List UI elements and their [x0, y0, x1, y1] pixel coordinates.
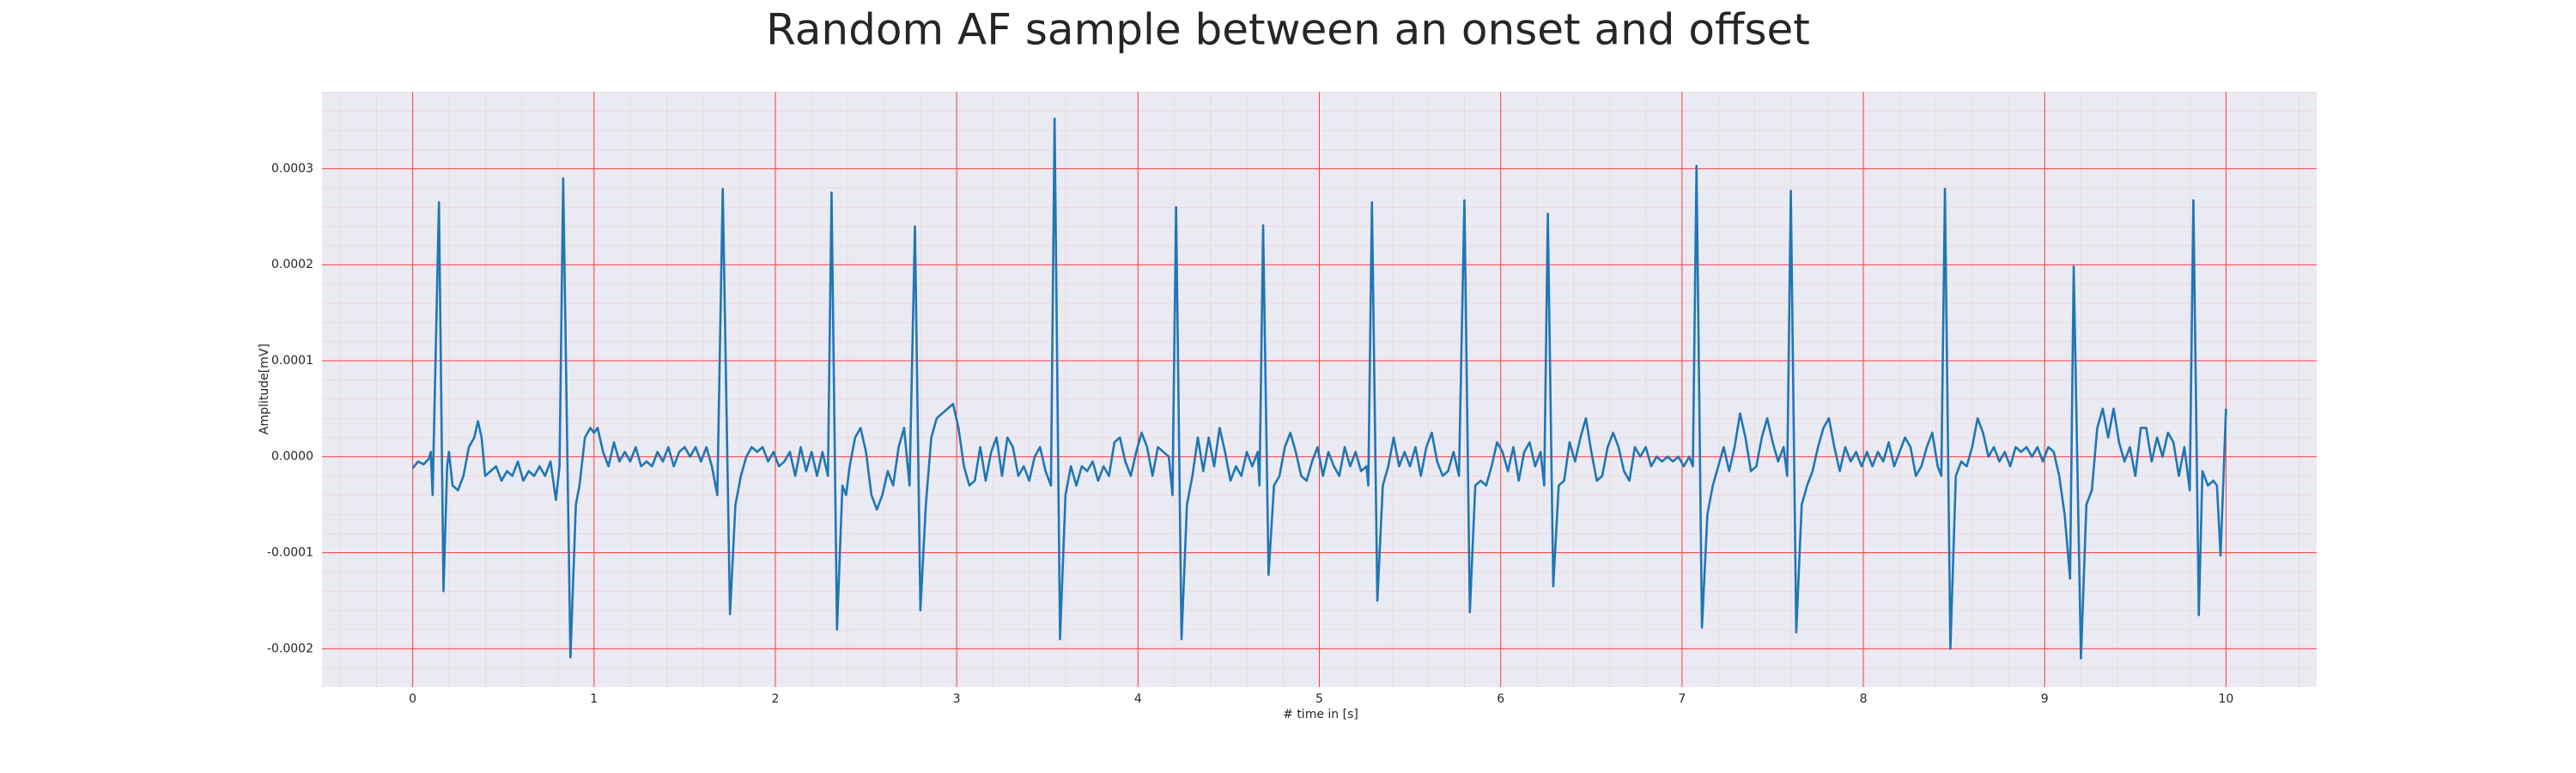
x-tick-label: 3 — [953, 692, 961, 706]
y-tick-label: 0.0000 — [271, 450, 313, 464]
x-tick-label: 4 — [1134, 692, 1142, 706]
x-tick-label: 5 — [1315, 692, 1323, 706]
x-tick-label: 7 — [1678, 692, 1686, 706]
x-tick-label: 6 — [1497, 692, 1504, 706]
y-tick-label: 0.0002 — [271, 258, 313, 271]
x-tick-label: 0 — [409, 692, 416, 706]
signal-line — [411, 118, 2227, 660]
x-tick-label: 10 — [2218, 692, 2233, 706]
y-axis-label: Amplitude[mV] — [258, 344, 271, 435]
x-axis-label: # time in [s] — [1283, 708, 1358, 721]
x-tick-label: 2 — [771, 692, 779, 706]
y-tick-label: 0.0003 — [271, 161, 313, 175]
x-tick-label: 9 — [2041, 692, 2049, 706]
y-tick-label: -0.0001 — [267, 546, 313, 560]
chart-title: Random AF sample between an onset and of… — [766, 5, 1810, 55]
y-tick-label: 0.0001 — [271, 354, 313, 368]
x-tick-label: 1 — [590, 692, 598, 706]
y-tick-label: -0.0002 — [267, 642, 313, 655]
x-tick-label: 8 — [1860, 692, 1868, 706]
